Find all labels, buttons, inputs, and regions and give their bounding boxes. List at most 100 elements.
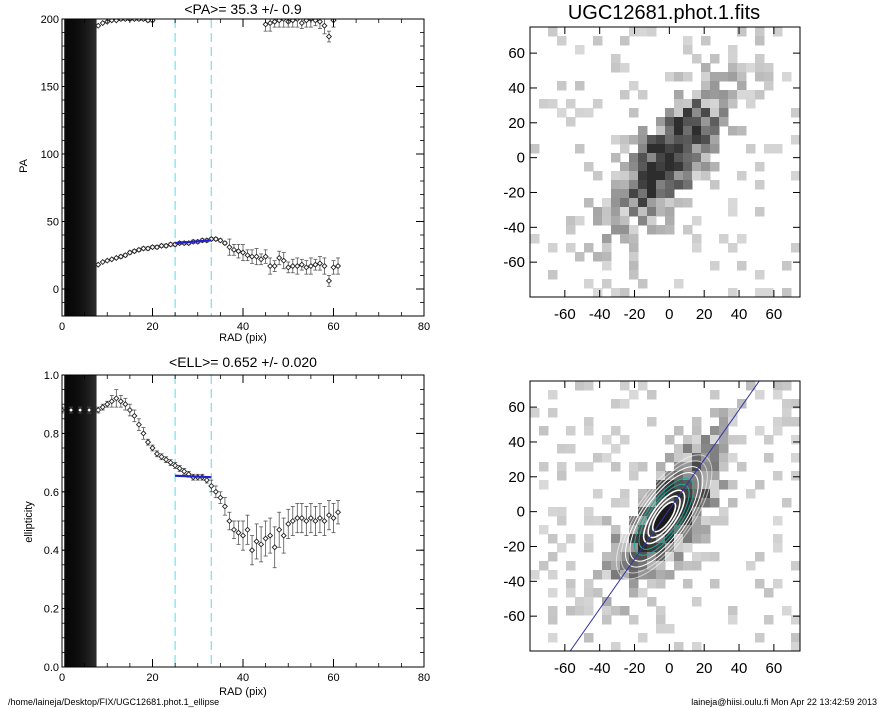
ell-data-point	[312, 517, 319, 525]
img1-pixel	[701, 144, 711, 154]
pa-data-point	[298, 261, 305, 268]
img1-pixel	[620, 225, 630, 235]
img1-pixel	[683, 180, 693, 190]
img1-pixel	[620, 216, 630, 226]
img2-pixel	[656, 606, 666, 616]
ell-fit-line	[175, 474, 212, 479]
img1-pixel	[611, 54, 621, 64]
img1-ytick-label: -40	[503, 219, 525, 236]
pa-data-point	[298, 20, 305, 27]
ell-xtick-label: 40	[237, 672, 249, 684]
img2-pixel	[539, 426, 549, 436]
img2-pixel	[566, 579, 576, 589]
img2-pixel	[710, 426, 720, 436]
ell-ytick-label: 1.0	[44, 370, 59, 382]
ell-xtick-label: 20	[146, 672, 158, 684]
img1-pixel	[674, 198, 684, 208]
pa-dark-band	[75, 19, 79, 316]
img2-xtick-label: 60	[766, 660, 783, 677]
img2-pixel	[728, 606, 738, 616]
img1-pixel	[710, 54, 720, 64]
ell-data-point	[221, 503, 228, 510]
img1-pixel	[701, 36, 711, 46]
footer-path: /home/laineja/Desktop/FIX/UGC12681.phot.…	[8, 697, 219, 707]
img1-pixel	[602, 261, 612, 271]
pa-data-point	[312, 19, 319, 24]
img2-pixel	[665, 552, 675, 562]
img2-pixel	[611, 543, 621, 553]
ell-data-point	[113, 395, 120, 402]
ell-ytick-label: 0.4	[44, 545, 59, 557]
img1-pixel	[611, 225, 621, 235]
img1-pixel	[647, 153, 657, 163]
pa-dark-band	[71, 19, 74, 316]
img1-pixel	[575, 81, 585, 91]
img2-pixel	[674, 561, 684, 571]
ell-data-point	[149, 444, 156, 452]
img2-pixel	[611, 552, 621, 562]
img1-pixel	[701, 72, 711, 82]
img2-pixel	[719, 507, 729, 517]
img2-pixel	[629, 579, 639, 589]
img1-pixel	[764, 72, 774, 82]
footer-stamp: laineja@hiisi.oulu.fi Mon Apr 22 13:42:5…	[691, 697, 877, 707]
img1-pixel	[755, 207, 765, 217]
ell-dark-band	[82, 375, 86, 667]
pa-data-point	[135, 19, 142, 23]
img2-pixel	[539, 525, 549, 535]
img1-pixel	[701, 99, 711, 109]
img1-pixel	[647, 135, 657, 145]
img2-pixel	[647, 597, 657, 607]
img1-pixel	[755, 72, 765, 82]
pa-data-point	[289, 19, 296, 24]
img1-pixel	[692, 117, 702, 127]
img2-pixel	[701, 444, 711, 454]
pa-data-point	[321, 22, 328, 29]
pa-data-point	[312, 261, 319, 268]
ell-ylabel: ellipticity	[23, 501, 35, 543]
img1-pixel	[683, 171, 693, 181]
img1-pixel	[575, 144, 585, 154]
img2-pixel	[701, 525, 711, 535]
img1-pixel	[602, 198, 612, 208]
img2-pixel	[719, 516, 729, 526]
img1-pixel	[737, 63, 747, 73]
img2-pixel	[647, 525, 657, 535]
img1-pixel	[728, 288, 738, 297]
img2-pixel	[710, 579, 720, 589]
ell-dark-band	[71, 375, 74, 667]
img2-pixel	[674, 498, 684, 508]
img1-pixel	[710, 81, 720, 91]
img2-pixel	[683, 534, 693, 544]
pa-data-point	[212, 236, 219, 243]
img2-pixel	[764, 615, 774, 625]
img2-pixel	[674, 543, 684, 553]
img2-pixel	[647, 579, 657, 589]
img2-pixel	[773, 390, 783, 400]
img2-pixel	[710, 453, 720, 463]
img1-pixel	[629, 180, 639, 190]
img1-pixel	[647, 207, 657, 217]
img1-pixel	[620, 180, 630, 190]
img1-pixel	[755, 54, 765, 64]
img2-pixel	[584, 597, 594, 607]
img2-pixel	[611, 498, 621, 508]
img2-pixel	[773, 543, 783, 553]
pa-data-point	[117, 19, 124, 23]
img2-ytick-label: -20	[503, 538, 525, 555]
img2-ytick-label: 60	[508, 399, 525, 416]
img1-xtick-label: -40	[589, 306, 611, 323]
img1-pixel	[692, 234, 702, 244]
ell-dark-band	[75, 375, 79, 667]
img1-pixel	[755, 27, 765, 37]
img1-pixel	[656, 225, 666, 235]
pa-xlabel: RAD (pix)	[219, 332, 267, 344]
img1-pixel	[548, 270, 558, 280]
img1-pixel	[665, 72, 675, 82]
img1-pixel	[530, 234, 540, 244]
pa-data-point	[280, 19, 287, 23]
img1-pixel	[674, 144, 684, 154]
img1-pixel	[692, 108, 702, 118]
pa-data-point	[113, 19, 120, 24]
img2-pixel	[692, 444, 702, 454]
